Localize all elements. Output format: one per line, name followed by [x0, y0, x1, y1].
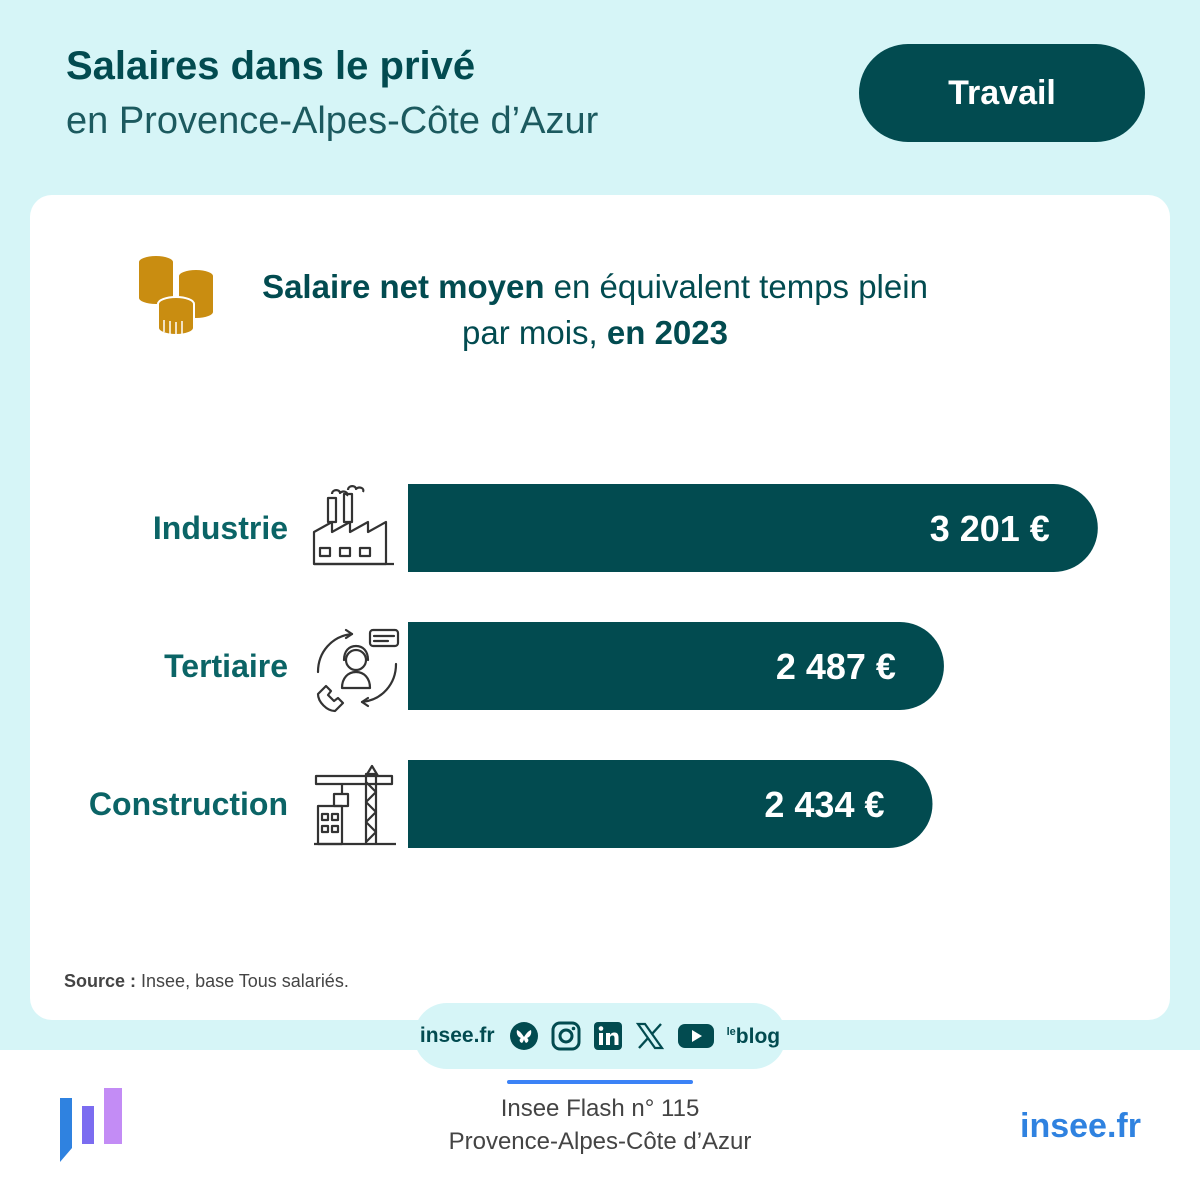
chart-card [30, 195, 1170, 1020]
footer-publication: Insee Flash n° 115 [500, 1095, 700, 1122]
chart-heading-year: en 2023 [606, 314, 728, 351]
youtube-icon[interactable] [677, 1022, 715, 1050]
x-icon[interactable] [635, 1021, 665, 1051]
bar-tertiaire [408, 622, 944, 710]
chart-heading: Salaire net moyen en équivalent temps pl… [220, 264, 970, 356]
blog-small: le [726, 1025, 736, 1038]
source-text: Insee, base Tous salariés. [136, 971, 349, 991]
source-label: Source : [64, 971, 137, 991]
blog-icon[interactable]: leblog [727, 1026, 781, 1047]
chart-heading-rest: en équivalent temps plein [544, 268, 928, 305]
bar-industrie [407, 484, 1098, 572]
chart-heading-line2: par mois, [462, 314, 607, 351]
bar-construction [407, 760, 933, 848]
chart-heading-bold: Salaire net moyen [262, 268, 545, 305]
insee-logo-icon [60, 1088, 122, 1162]
bar-chart: 3 201 € Industrie 2 487 € Tertiaire 2 434 € C… [89, 484, 1098, 848]
category-label-tertiaire: Tertiaire [164, 648, 288, 684]
factory-icon [312, 485, 394, 566]
value-label-tertiaire: 2 487 € [776, 646, 896, 687]
footer-underline [507, 1080, 693, 1084]
page-subtitle: en Provence-Alpes-Côte d’Azur [66, 100, 599, 142]
social-bar: insee.fr leblog [414, 1003, 786, 1069]
theme-tag: Travail [859, 44, 1145, 142]
linkedin-icon[interactable] [593, 1021, 623, 1051]
value-label-construction: 2 434 € [764, 784, 884, 825]
source-note: Source : Insee, base Tous salariés. [64, 971, 349, 992]
value-label-industrie: 3 201 € [930, 508, 1050, 549]
crane-icon [314, 764, 396, 846]
coins-icon [137, 254, 215, 336]
instagram-icon[interactable] [551, 1021, 581, 1051]
bluesky-icon[interactable] [509, 1021, 539, 1051]
blog-label: blog [735, 1024, 781, 1048]
category-label-industrie: Industrie [153, 510, 288, 546]
social-site-link[interactable]: insee.fr [419, 1024, 495, 1047]
page-title: Salaires dans le privé [66, 44, 476, 88]
category-label-construction: Construction [89, 786, 288, 822]
footer-region: Provence-Alpes-Côte d’Azur [448, 1128, 752, 1155]
call-center-icon [316, 628, 400, 713]
footer-site-link[interactable]: insee.fr [1020, 1107, 1141, 1145]
